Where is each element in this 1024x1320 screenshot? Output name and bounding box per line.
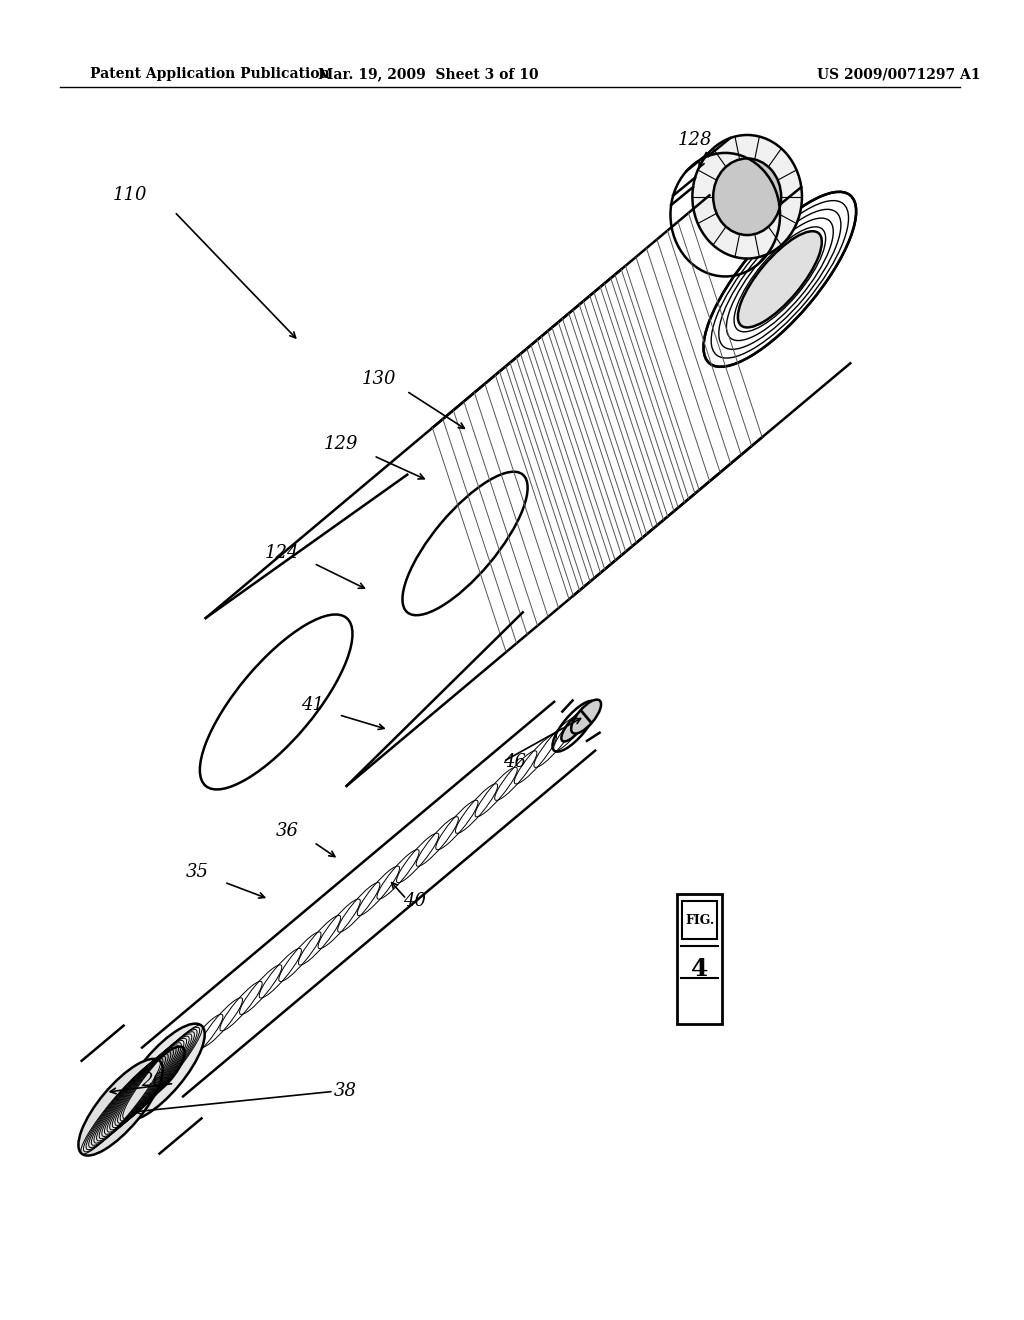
Ellipse shape xyxy=(713,158,781,235)
Ellipse shape xyxy=(140,1047,184,1097)
Bar xyxy=(678,894,722,1023)
Ellipse shape xyxy=(738,231,822,327)
Text: Mar. 19, 2009  Sheet 3 of 10: Mar. 19, 2009 Sheet 3 of 10 xyxy=(318,67,539,82)
Ellipse shape xyxy=(79,1059,163,1155)
Text: 35: 35 xyxy=(186,863,209,882)
Text: 40: 40 xyxy=(403,892,426,909)
Text: 124: 124 xyxy=(264,544,299,562)
Text: 46: 46 xyxy=(503,752,526,771)
Text: 38: 38 xyxy=(334,1082,356,1101)
Text: 26: 26 xyxy=(141,1072,165,1090)
Bar xyxy=(682,902,717,939)
Text: FIG.: FIG. xyxy=(685,913,715,927)
Text: 130: 130 xyxy=(362,370,396,388)
Text: Patent Application Publication: Patent Application Publication xyxy=(90,67,330,82)
Text: 110: 110 xyxy=(113,186,147,203)
Ellipse shape xyxy=(561,711,588,742)
Text: 128: 128 xyxy=(678,131,713,149)
Ellipse shape xyxy=(692,135,802,259)
Ellipse shape xyxy=(121,1023,205,1121)
Text: 41: 41 xyxy=(301,696,324,714)
Text: US 2009/0071297 A1: US 2009/0071297 A1 xyxy=(817,67,980,82)
Text: 4: 4 xyxy=(691,957,709,981)
Ellipse shape xyxy=(571,700,601,734)
Text: 36: 36 xyxy=(275,822,299,841)
Text: 129: 129 xyxy=(325,434,358,453)
